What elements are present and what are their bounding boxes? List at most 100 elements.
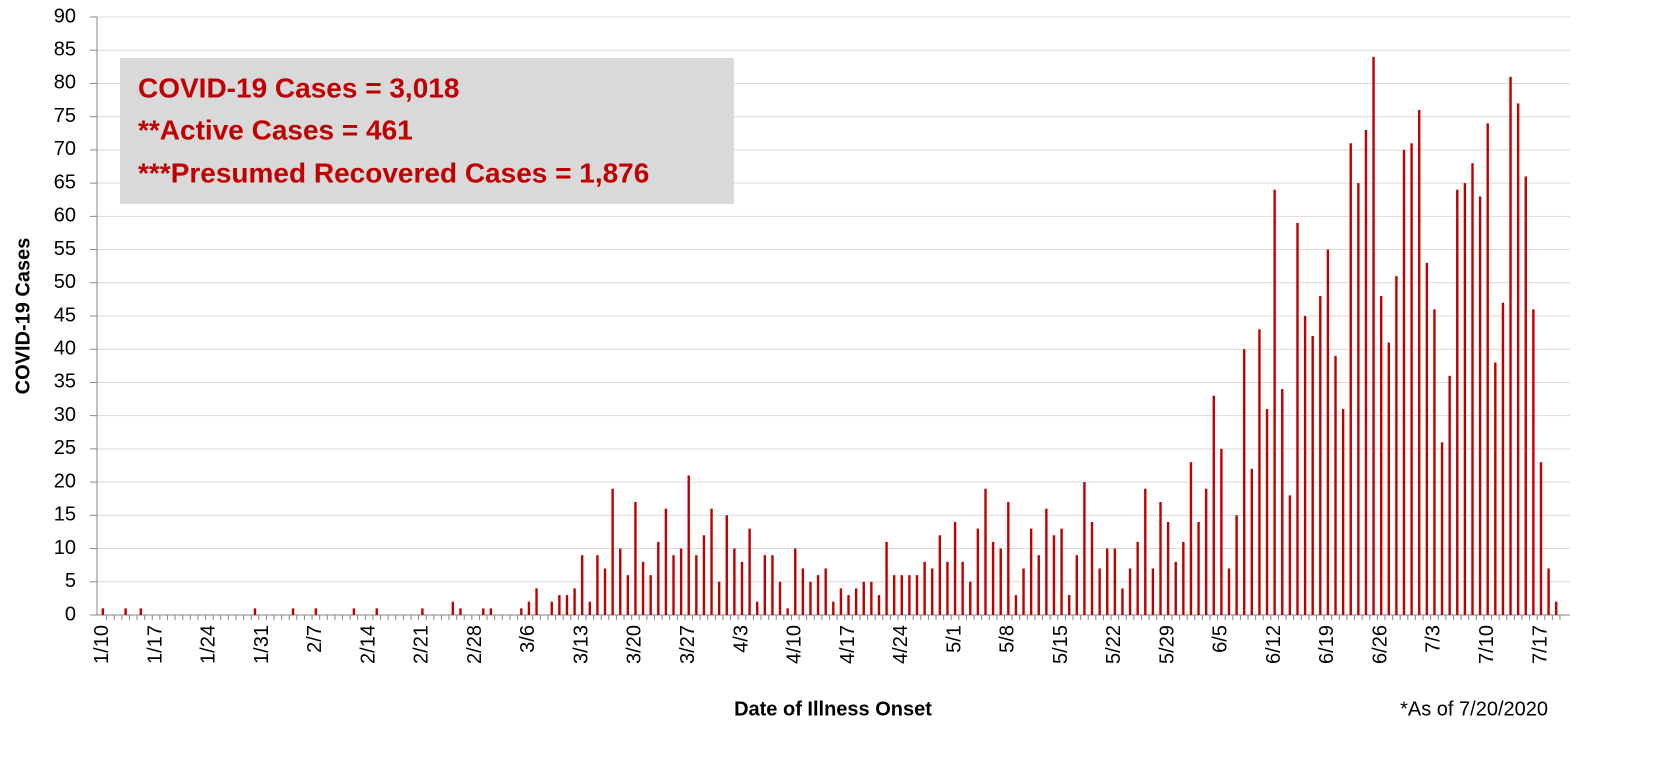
annotation-box bbox=[120, 58, 734, 204]
x-tick-label: 3/27 bbox=[677, 625, 699, 664]
bar bbox=[1106, 548, 1109, 615]
bar bbox=[421, 608, 424, 615]
bar bbox=[847, 595, 850, 615]
bar bbox=[1478, 196, 1482, 615]
bar bbox=[976, 528, 980, 615]
bar bbox=[892, 575, 896, 615]
x-tick-label: 6/19 bbox=[1316, 625, 1338, 664]
bar bbox=[596, 555, 599, 615]
bar bbox=[1486, 123, 1489, 616]
bar bbox=[778, 581, 782, 615]
bar bbox=[565, 595, 569, 615]
bar bbox=[870, 581, 873, 615]
bar bbox=[862, 581, 865, 615]
bar bbox=[1151, 568, 1155, 615]
x-tick-label: 2/14 bbox=[357, 625, 379, 664]
bar bbox=[672, 555, 675, 615]
bar bbox=[1410, 143, 1413, 615]
bar bbox=[1539, 462, 1543, 615]
bar bbox=[1243, 349, 1246, 615]
x-tick-label: 6/12 bbox=[1263, 625, 1285, 664]
x-tick-label: 6/26 bbox=[1369, 625, 1391, 664]
bar bbox=[1121, 588, 1124, 615]
bar bbox=[1045, 508, 1048, 615]
bar bbox=[938, 535, 942, 615]
x-tick-label: 4/17 bbox=[837, 625, 859, 664]
y-tick-label: 85 bbox=[54, 39, 76, 61]
bar bbox=[1456, 189, 1459, 615]
x-tick-label: 1/24 bbox=[198, 625, 220, 664]
y-tick-label: 60 bbox=[54, 205, 76, 227]
x-tick-label: 4/3 bbox=[730, 625, 752, 653]
bar bbox=[1174, 561, 1177, 615]
bar bbox=[1357, 183, 1360, 615]
bar bbox=[1037, 555, 1040, 615]
y-tick-label: 75 bbox=[54, 105, 76, 127]
bar bbox=[1113, 548, 1117, 615]
bar bbox=[877, 595, 881, 615]
bar bbox=[839, 588, 843, 615]
bar bbox=[1425, 262, 1429, 615]
bar bbox=[1258, 329, 1261, 615]
bar bbox=[1204, 488, 1208, 615]
bar bbox=[1090, 521, 1094, 615]
bar bbox=[1326, 249, 1330, 616]
y-tick-label: 40 bbox=[54, 338, 76, 360]
bar bbox=[908, 575, 911, 615]
bar bbox=[1524, 176, 1527, 615]
x-tick-label: 7/3 bbox=[1423, 625, 1445, 653]
bar bbox=[619, 548, 622, 615]
bar bbox=[1418, 110, 1421, 616]
x-tick-label: 1/10 bbox=[91, 625, 113, 664]
bar bbox=[291, 608, 295, 615]
bar bbox=[1060, 528, 1063, 615]
bar bbox=[900, 575, 903, 615]
x-tick-label: 2/7 bbox=[304, 625, 326, 653]
footnote: *As of 7/20/2020 bbox=[1400, 698, 1548, 720]
y-tick-label: 90 bbox=[54, 5, 76, 27]
bar bbox=[740, 561, 744, 615]
bar bbox=[124, 608, 127, 615]
bar bbox=[1144, 488, 1147, 615]
bar bbox=[1494, 362, 1497, 615]
bar bbox=[1501, 302, 1505, 615]
bar bbox=[1311, 335, 1314, 615]
bar bbox=[794, 548, 797, 615]
y-tick-label: 30 bbox=[54, 404, 76, 426]
x-tick-label: 5/29 bbox=[1156, 625, 1178, 664]
bar bbox=[1334, 355, 1337, 615]
bar bbox=[816, 575, 820, 615]
bar bbox=[854, 588, 858, 615]
x-tick-label: 4/10 bbox=[784, 625, 806, 664]
y-tick-label: 70 bbox=[54, 138, 76, 160]
bar bbox=[679, 548, 683, 615]
y-tick-label: 35 bbox=[54, 371, 76, 393]
bar bbox=[1387, 342, 1390, 615]
bar bbox=[634, 502, 637, 615]
bar bbox=[931, 568, 934, 615]
bar bbox=[695, 555, 698, 615]
bar bbox=[520, 608, 523, 615]
bar bbox=[710, 508, 713, 615]
y-tick-label: 50 bbox=[54, 271, 76, 293]
bar bbox=[1007, 502, 1010, 615]
bar bbox=[717, 581, 721, 615]
bar bbox=[953, 521, 957, 615]
x-axis-label: Date of Illness Onset bbox=[734, 698, 932, 720]
x-tick-label: 3/20 bbox=[624, 625, 646, 664]
y-axis-label: COVID-19 Cases bbox=[12, 238, 34, 395]
bar bbox=[352, 608, 356, 615]
y-tick-label: 80 bbox=[54, 72, 76, 94]
bar bbox=[626, 575, 630, 615]
bar bbox=[1166, 521, 1170, 615]
bar bbox=[588, 601, 592, 615]
bar bbox=[1029, 528, 1033, 615]
bar bbox=[1075, 555, 1079, 615]
x-tick-label: 4/24 bbox=[890, 625, 912, 664]
annotation: ***Presumed Recovered Cases = 1,876 bbox=[138, 157, 649, 188]
bar bbox=[1296, 222, 1299, 615]
bar bbox=[664, 508, 668, 615]
bar bbox=[657, 541, 660, 615]
y-tick-label: 45 bbox=[54, 304, 76, 326]
bar bbox=[1083, 482, 1086, 615]
